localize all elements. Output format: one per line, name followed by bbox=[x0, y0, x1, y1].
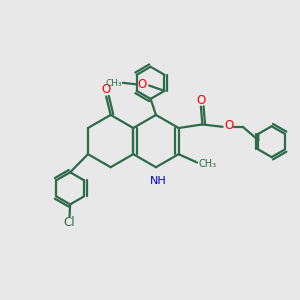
Text: O: O bbox=[196, 94, 206, 106]
Text: CH₃: CH₃ bbox=[105, 79, 122, 88]
Text: O: O bbox=[224, 119, 233, 132]
Text: CH₃: CH₃ bbox=[198, 159, 217, 169]
Text: Cl: Cl bbox=[64, 216, 75, 229]
Text: NH: NH bbox=[150, 176, 167, 186]
Text: O: O bbox=[102, 83, 111, 97]
Text: O: O bbox=[138, 78, 147, 91]
